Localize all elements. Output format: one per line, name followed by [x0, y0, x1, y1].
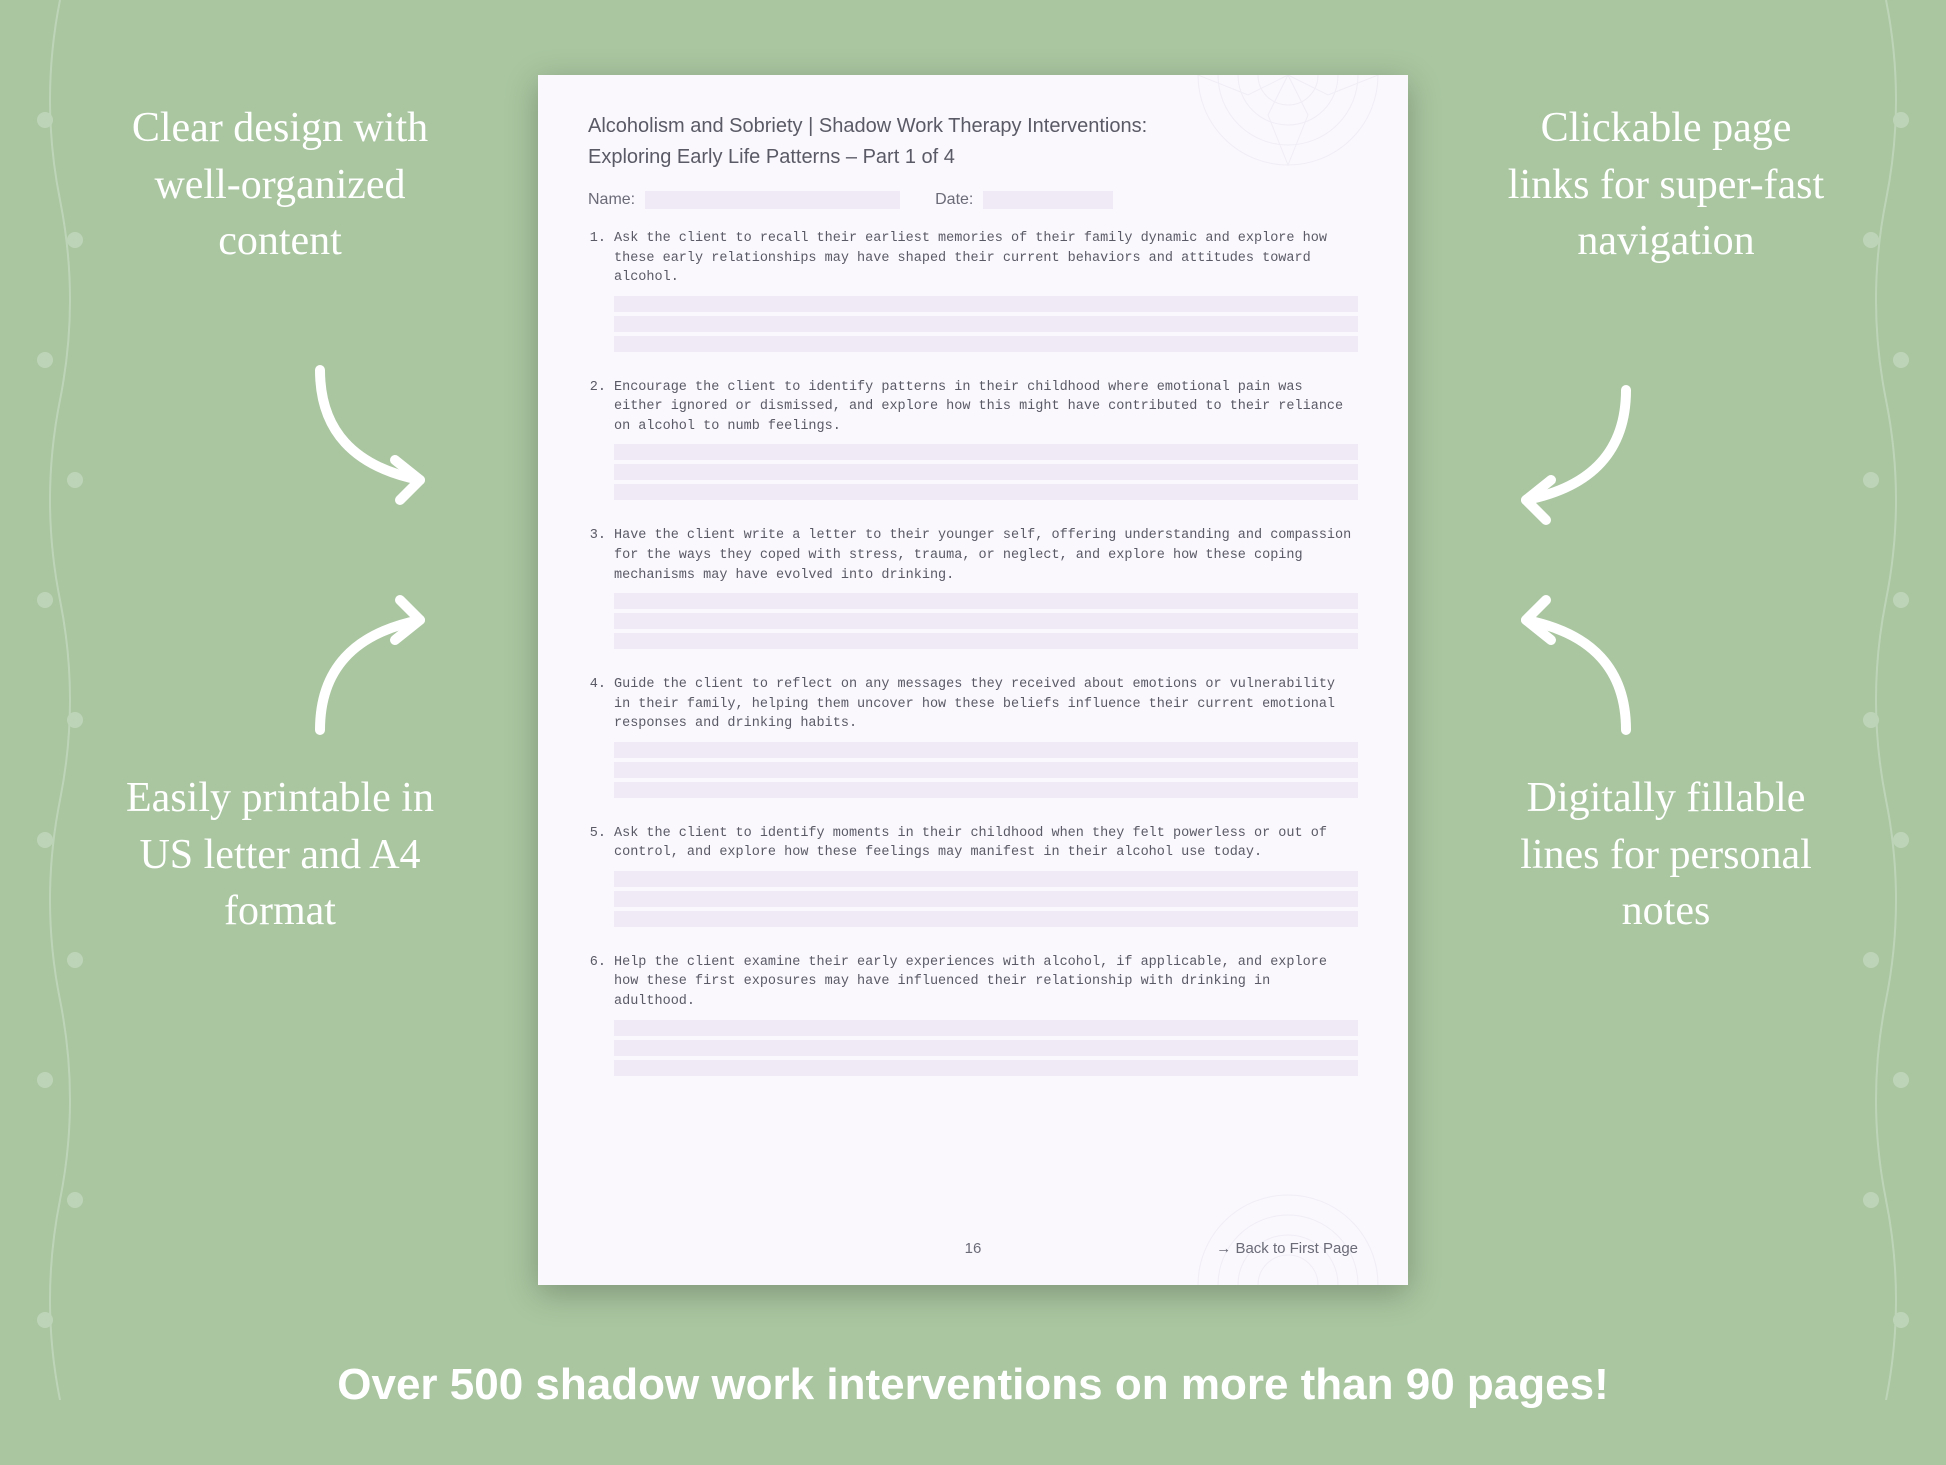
- callout-bottom-right: Digitally fillable lines for personal no…: [1506, 770, 1826, 940]
- fillable-line[interactable]: [614, 782, 1358, 798]
- fillable-line[interactable]: [614, 336, 1358, 352]
- fillable-line[interactable]: [614, 1040, 1358, 1056]
- fillable-line[interactable]: [614, 891, 1358, 907]
- fillable-line[interactable]: [614, 464, 1358, 480]
- worksheet-item: 6.Help the client examine their early ex…: [588, 953, 1358, 1098]
- fillable-line[interactable]: [614, 1020, 1358, 1036]
- items-list: 1.Ask the client to recall their earlies…: [588, 229, 1358, 1098]
- page-subtitle: Exploring Early Life Patterns – Part 1 o…: [588, 146, 1358, 169]
- arrow-icon: [1486, 370, 1646, 530]
- page-header: Alcoholism and Sobriety | Shadow Work Th…: [588, 115, 1358, 169]
- back-to-first-link[interactable]: → Back to First Page: [1216, 1240, 1358, 1257]
- worksheet-item: 5.Ask the client to identify moments in …: [588, 824, 1358, 949]
- fillable-line[interactable]: [614, 444, 1358, 460]
- item-prompt: Ask the client to identify moments in th…: [614, 824, 1358, 863]
- page-number: 16: [965, 1240, 982, 1257]
- fillable-line[interactable]: [614, 871, 1358, 887]
- name-input[interactable]: [645, 191, 900, 209]
- item-prompt: Guide the client to reflect on any messa…: [614, 675, 1358, 734]
- worksheet-item: 1.Ask the client to recall their earlies…: [588, 229, 1358, 374]
- callout-bottom-left: Easily printable in US letter and A4 for…: [120, 770, 440, 940]
- fillable-line[interactable]: [614, 296, 1358, 312]
- worksheet-item: 2.Encourage the client to identify patte…: [588, 378, 1358, 523]
- fillable-line[interactable]: [614, 911, 1358, 927]
- worksheet-item: 3.Have the client write a letter to thei…: [588, 526, 1358, 671]
- fillable-line[interactable]: [614, 1060, 1358, 1076]
- arrow-icon: [1486, 590, 1646, 750]
- worksheet-item: 4.Guide the client to reflect on any mes…: [588, 675, 1358, 820]
- date-label: Date:: [935, 191, 973, 209]
- item-prompt: Encourage the client to identify pattern…: [614, 378, 1358, 437]
- item-number: 1.: [588, 229, 606, 374]
- fillable-line[interactable]: [614, 633, 1358, 649]
- item-prompt: Ask the client to recall their earliest …: [614, 229, 1358, 288]
- meta-row: Name: Date:: [588, 191, 1358, 209]
- item-number: 3.: [588, 526, 606, 671]
- arrow-icon: [300, 590, 460, 750]
- callout-top-right: Clickable page links for super-fast navi…: [1506, 100, 1826, 270]
- page-title: Alcoholism and Sobriety | Shadow Work Th…: [588, 115, 1358, 138]
- decorative-vine-right: [1826, 0, 1946, 1460]
- item-prompt: Help the client examine their early expe…: [614, 953, 1358, 1012]
- item-number: 6.: [588, 953, 606, 1098]
- page-footer: 16 → Back to First Page: [588, 1240, 1358, 1257]
- mandala-decoration: [1088, 1185, 1408, 1285]
- decorative-vine-left: [0, 0, 120, 1460]
- item-number: 2.: [588, 378, 606, 523]
- callout-top-left: Clear design with well-organized content: [120, 100, 440, 270]
- fillable-line[interactable]: [614, 316, 1358, 332]
- name-label: Name:: [588, 191, 635, 209]
- item-number: 4.: [588, 675, 606, 820]
- bottom-banner: Over 500 shadow work interventions on mo…: [0, 1360, 1946, 1410]
- worksheet-page: Alcoholism and Sobriety | Shadow Work Th…: [538, 75, 1408, 1285]
- fillable-line[interactable]: [614, 484, 1358, 500]
- date-input[interactable]: [983, 191, 1113, 209]
- item-number: 5.: [588, 824, 606, 949]
- fillable-line[interactable]: [614, 593, 1358, 609]
- fillable-line[interactable]: [614, 742, 1358, 758]
- item-prompt: Have the client write a letter to their …: [614, 526, 1358, 585]
- fillable-line[interactable]: [614, 762, 1358, 778]
- fillable-line[interactable]: [614, 613, 1358, 629]
- arrow-icon: [300, 350, 460, 510]
